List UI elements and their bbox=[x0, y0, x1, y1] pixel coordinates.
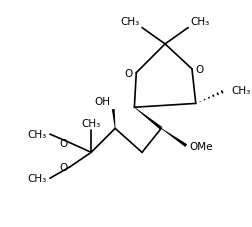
Polygon shape bbox=[112, 110, 115, 129]
Text: OH: OH bbox=[94, 97, 110, 107]
Text: CH₃: CH₃ bbox=[190, 17, 209, 27]
Text: O: O bbox=[59, 162, 67, 172]
Text: CH₃: CH₃ bbox=[28, 130, 47, 140]
Text: CH₃: CH₃ bbox=[121, 17, 140, 27]
Polygon shape bbox=[134, 108, 162, 130]
Text: OMe: OMe bbox=[189, 141, 213, 151]
Text: CH₃: CH₃ bbox=[28, 173, 47, 183]
Text: CH₃: CH₃ bbox=[231, 86, 250, 96]
Text: O: O bbox=[124, 68, 133, 78]
Polygon shape bbox=[161, 128, 187, 147]
Text: O: O bbox=[59, 138, 67, 148]
Text: CH₃: CH₃ bbox=[82, 119, 101, 129]
Text: O: O bbox=[196, 64, 204, 74]
